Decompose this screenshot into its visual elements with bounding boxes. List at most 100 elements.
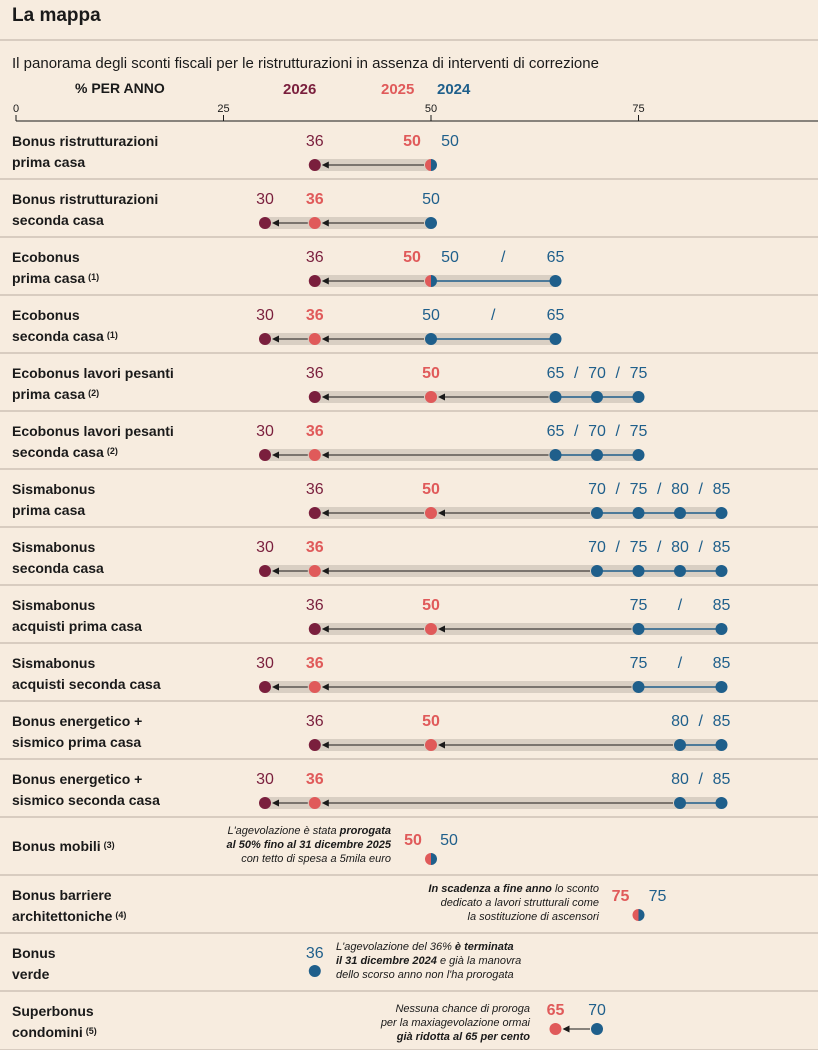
row-label: seconda casa [12,560,104,576]
row-note-segment: In scadenza a fine anno [428,883,552,895]
value-separator: / [678,655,683,672]
value-2024: 70 [588,539,606,556]
chart-row: Bonus ristrutturazioni prima casa 36 50 50 [0,133,818,180]
value-2024: 85 [713,655,731,672]
value-2024: 65 [547,249,565,266]
row-label: prima casa (2) [12,386,99,402]
legend-2024: 2024 [437,81,471,98]
row-note: dedicato a lavori strutturali come [441,897,599,909]
chart-row: Sismabonus acquisti prima casa 36 50 75 85 / [0,597,818,644]
dot-2025 [308,797,321,809]
dot-2025 [425,507,437,519]
dot-2025 [425,739,437,751]
row-note-segment: dedicato a lavori strutturali come [441,897,599,909]
dot-2024 [674,739,686,751]
dot-2026 [308,507,321,519]
arrow-head [438,741,445,749]
dot-2024 [591,391,603,403]
row-note: Nessuna chance di proroga [395,1003,530,1015]
value-separator: / [616,365,621,382]
arrow-head [321,683,329,691]
value-2025: 75 [612,888,630,905]
dot-2025-2024 [425,853,437,865]
half-dot-left [425,159,431,171]
row-label: prima casa [12,154,85,170]
value-2024: 85 [713,597,731,614]
row-label: Ecobonus [12,249,80,265]
dot-2024 [715,565,728,577]
dot-2024 [715,681,728,693]
dot-2026 [259,333,271,345]
legend-2025: 2025 [381,81,414,98]
dot-2024 [591,565,603,577]
value-2026: 30 [256,423,274,440]
row-label: Bonus [12,945,56,961]
row-note-segment: Nessuna chance di proroga [395,1003,530,1015]
value-2024: 70 [588,481,606,498]
chart-row: Ecobonus lavori pesanti prima casa (2) 36 50… [0,365,818,412]
row-label: Bonus barriere [12,887,112,903]
arrow-head [438,393,445,401]
dot-2025-2024 [425,159,437,171]
value-separator: / [616,423,621,440]
row-note-segment: è terminata [455,941,514,953]
footnote-mark: (1) [88,272,99,282]
row-note: L'agevolazione del 36% è terminata [336,941,514,953]
dot-2026 [259,217,271,229]
chart-title: La mappa [12,5,101,26]
value-2026: 30 [256,655,274,672]
footnote-mark: (5) [86,1026,97,1036]
value-2024: 80 [671,539,689,556]
half-dot-right [431,853,437,865]
chart-row: Bonus barriere architettoniche (4) 75 75 In s… [0,883,818,934]
row-label: architettoniche (4) [12,908,126,924]
value-separator: / [699,713,704,730]
dot-2024 [674,797,686,809]
row-note: la sostituzione di ascensori [468,911,600,923]
dot-2026 [259,565,271,577]
arrow-head [321,509,329,517]
row-note-segment: il 31 dicembre 2024 [336,955,437,967]
dot-2025 [549,1023,562,1035]
row-label: sismico prima casa [12,734,141,750]
row-note-segment: lo sconto [552,883,599,895]
value-separator: / [678,597,683,614]
chart-row: Bonus energetico + sismico seconda casa 30… [0,771,818,818]
arrow-head [321,393,329,401]
arrow-head [272,335,279,343]
dot-2024 [591,507,603,519]
dot-2024 [549,333,562,345]
dot-2025 [425,623,437,635]
value-2024: 70 [588,423,606,440]
row-label: Superbonus [12,1003,94,1019]
dot-2024 [632,507,645,519]
dot-2024 [591,1023,603,1035]
row-note-segment: con tetto di spesa a 5mila euro [241,853,391,865]
value-2026: 36 [306,365,324,382]
row-label: Sismabonus [12,539,95,555]
row-label: prima casa (1) [12,270,99,286]
value-2024: 50 [422,191,440,208]
value-2024: 50 [422,307,440,324]
row-note-segment: dello scorso anno non l'ha prorogata [336,969,514,981]
dot-2024 [715,739,728,751]
value-2026: 36 [306,133,324,150]
row-note-segment: la sostituzione di ascensori [468,911,600,923]
dot-2024 [674,565,686,577]
row-label: acquisti seconda casa [12,676,161,692]
row-note: il 31 dicembre 2024 e già la manovra [336,955,521,967]
dot-2026 [308,623,321,635]
value-2024: 50 [440,832,458,849]
value-2025: 50 [422,713,440,730]
dot-2024 [549,275,562,287]
arrow-head [321,741,329,749]
half-dot-left [632,909,639,921]
row-label: acquisti prima casa [12,618,142,634]
row-label: prima casa [12,502,85,518]
row-label: Bonus mobili (3) [12,838,115,854]
value-2024: 85 [713,771,731,788]
footnote-mark: (4) [115,910,126,920]
dot-2024 [632,449,645,461]
value-2024: 75 [630,655,648,672]
x-tick-label: 0 [13,103,19,115]
